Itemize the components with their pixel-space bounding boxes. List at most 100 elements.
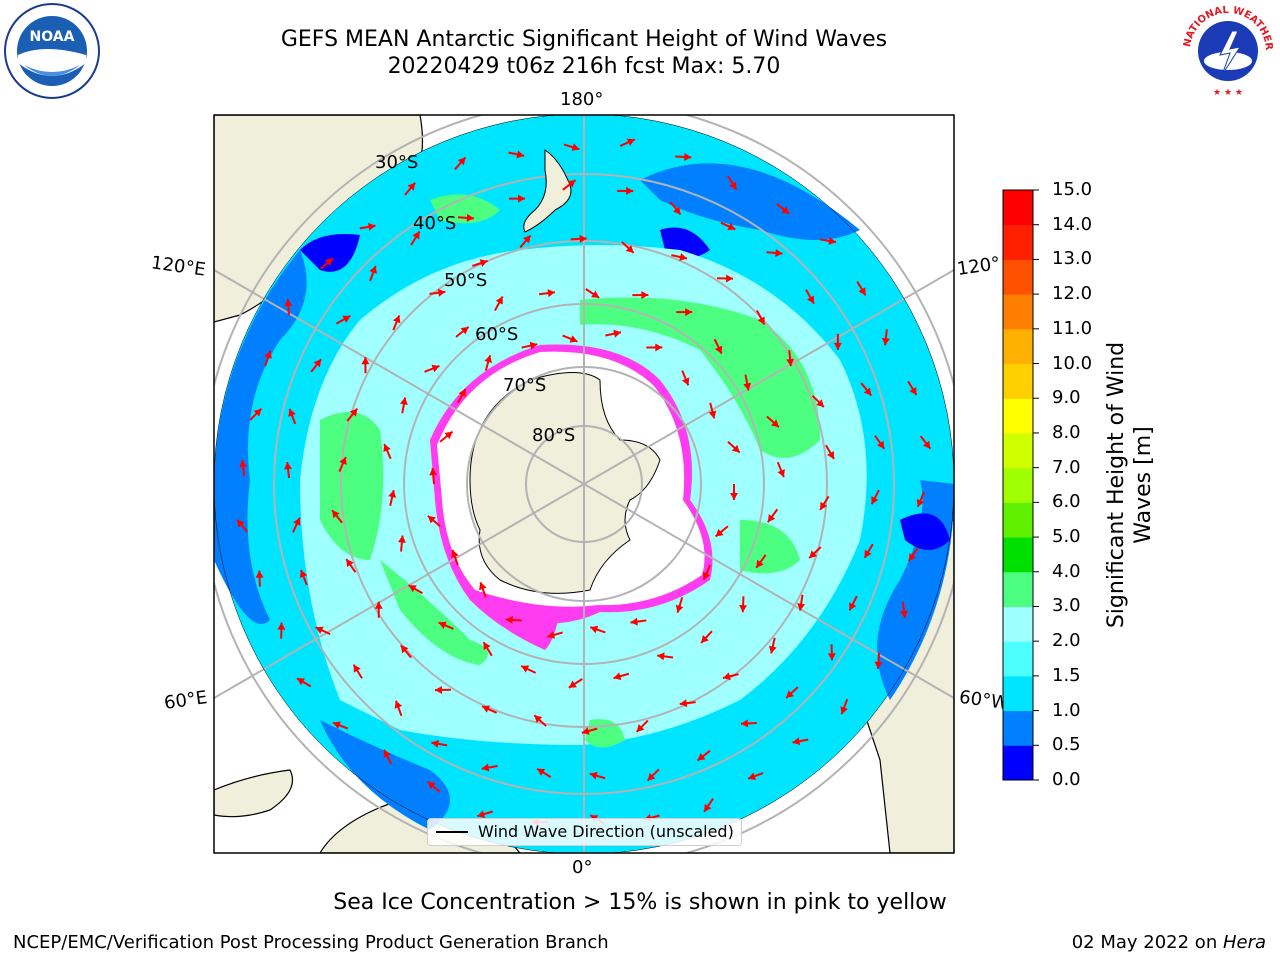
colorbar-tick-label: 2.0 <box>1052 630 1081 652</box>
colorbar-segment <box>1003 710 1033 746</box>
wave-arrow-head <box>729 181 737 190</box>
wave-arrow-head <box>807 295 814 304</box>
colorbar-tick-label: 15.0 <box>1052 179 1093 200</box>
wave-arrow-head <box>392 315 401 324</box>
wave-arrow-head <box>909 386 917 396</box>
wave-arrow-head <box>255 570 264 578</box>
noaa-logo: NOAA <box>4 3 100 99</box>
wave-arrow-head <box>427 515 436 524</box>
colorbar-tick-label: 0.5 <box>1052 734 1081 756</box>
wave-arrow-head <box>625 245 634 253</box>
wave-arrow-head <box>434 685 443 694</box>
wave-arrow-head <box>849 602 857 611</box>
wave-arrow-head <box>816 399 824 408</box>
lat-label-60s: 60°S <box>475 324 519 345</box>
wave-arrow-head <box>264 350 272 359</box>
wave-arrow-head <box>864 549 872 558</box>
wave-arrow-head <box>727 222 736 231</box>
wave-direction-arrows <box>236 138 932 827</box>
wave-arrow-head <box>325 258 333 266</box>
chart-subtitle-line: 20220429 t06z 216h fcst Max: 5.70 <box>387 54 781 79</box>
wave-arrow-head <box>675 604 684 613</box>
wave-arrow-head <box>581 727 590 735</box>
wave-arrow-head <box>840 706 848 715</box>
wave-arrow-head <box>374 601 383 609</box>
colorbar-tick-label: 3.0 <box>1052 595 1081 617</box>
wave-arrow-head <box>757 316 765 325</box>
wave-arrow-head <box>288 408 296 417</box>
wave-arrow-head <box>296 678 306 686</box>
wave-arrow-head <box>361 357 370 365</box>
wave-arrow-head <box>431 364 440 373</box>
wave-arrow-head <box>723 672 731 681</box>
wave-arrow-head <box>797 603 806 611</box>
wave-arrow-head <box>460 326 469 335</box>
colorbar-tick-label: 6.0 <box>1052 491 1081 513</box>
wave-arrow-head <box>237 519 245 528</box>
wave-arrow-head <box>394 700 403 709</box>
wave-arrow-head <box>739 605 748 613</box>
wave-arrow-head <box>681 377 690 386</box>
colorbar-segment <box>1003 537 1033 573</box>
svg-text:★ ★ ★: ★ ★ ★ <box>1213 88 1243 98</box>
wave-arrow-head <box>523 235 531 244</box>
wave-arrow-head <box>871 496 879 505</box>
wave-arrow-head <box>613 672 622 681</box>
colorbar-label-line1: Significant Height of Wind <box>1104 341 1129 629</box>
colorbar-segment <box>1003 502 1033 538</box>
wave-arrow-head <box>367 222 376 231</box>
wave-arrow-head <box>495 296 503 305</box>
wave-arrow-head <box>484 355 493 364</box>
wave-arrow-head <box>547 631 556 639</box>
wave-arrow-head <box>657 652 665 661</box>
colorbar-segment <box>1003 641 1033 677</box>
wave-arrow-head <box>479 259 488 267</box>
wave-arrow-head <box>613 329 622 338</box>
footer-date: 02 May 2022 on Hera <box>1072 932 1266 953</box>
wave-arrow-head <box>828 237 836 245</box>
colorbar-segment <box>1003 675 1033 712</box>
wave-arrow-head <box>876 440 885 449</box>
wave-arrow-head <box>369 265 377 274</box>
wave-arrow-head <box>299 570 308 578</box>
wave-arrow-head <box>771 419 779 428</box>
wave-arrow-head <box>437 288 446 297</box>
wave-arrow-head <box>353 664 361 673</box>
wave-arrow-head <box>827 450 834 460</box>
wave-arrow-head <box>239 459 248 468</box>
wave-arrow-head <box>253 408 262 417</box>
wave-arrow-head <box>679 699 688 708</box>
wave-arrow-head <box>685 308 693 317</box>
wave-arrow-head <box>626 186 634 195</box>
colorbar-tick-label: 11.0 <box>1052 317 1093 339</box>
wave-arrow-head <box>589 771 598 780</box>
wave-arrow-head <box>483 642 491 651</box>
wave-arrow-head <box>630 617 638 626</box>
wave-arrow-head <box>332 510 340 519</box>
colorbar-segment <box>1003 432 1033 469</box>
wave-arrow-head <box>786 358 795 367</box>
nws-logo: NATIONAL WEATHER SERVICE ★ ★ ★ <box>1180 3 1275 98</box>
wave-arrow-head <box>863 387 872 396</box>
map-legend: Wind Wave Direction (unscaled) <box>427 818 742 846</box>
wave-arrow-head <box>383 749 391 758</box>
footer-host: Hera <box>1222 932 1266 953</box>
colorbar-tick-label: 1.5 <box>1052 664 1081 686</box>
sea-ice-note: Sea Ice Concentration > 15% is shown in … <box>333 890 947 915</box>
wave-arrow-head <box>412 231 420 240</box>
colorbar-frame <box>1002 189 1034 781</box>
wave-arrow-head <box>908 553 917 562</box>
wave-arrow-head <box>820 501 828 510</box>
colorbar-tick-label: 12.0 <box>1052 283 1093 305</box>
lon-label-180: 180° <box>560 89 604 110</box>
colorbar <box>1002 189 1039 781</box>
wave-arrow-head <box>567 180 576 188</box>
wave-arrow-head <box>702 571 711 580</box>
colorbar-tick-label: 9.0 <box>1052 387 1081 409</box>
wave-arrow-head <box>679 253 688 261</box>
wave-arrow-head <box>293 517 301 526</box>
wave-arrow-head <box>277 622 286 630</box>
wave-arrow-head <box>701 635 709 643</box>
wave-arrow-head <box>730 493 738 500</box>
